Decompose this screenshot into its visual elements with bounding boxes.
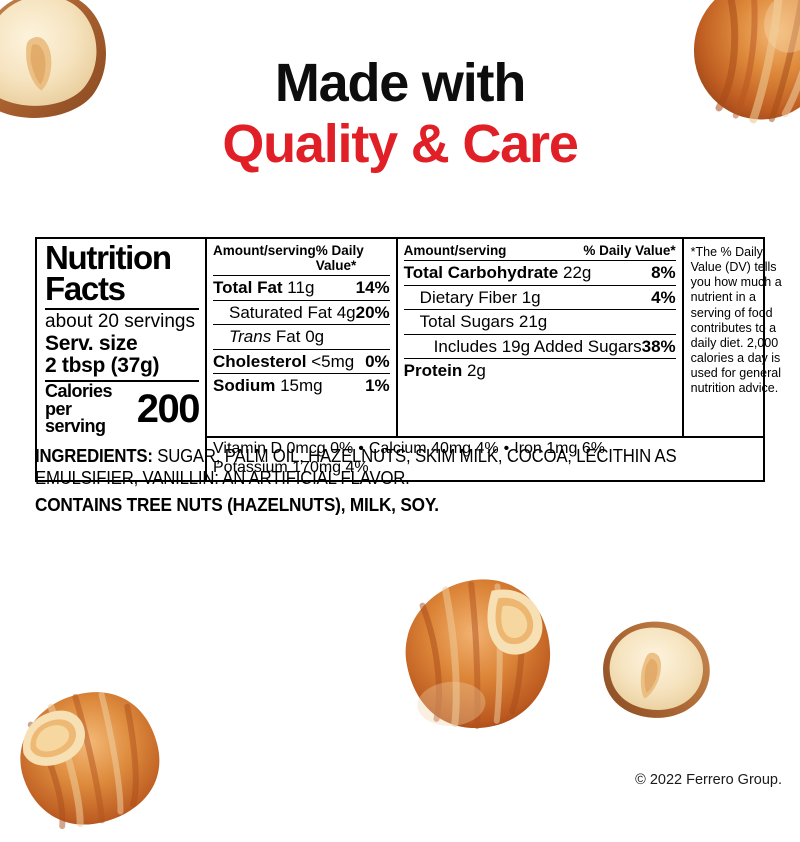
header-amount-per-serving: Amount/serving	[213, 243, 316, 258]
header-daily-value: % Daily Value*	[315, 243, 364, 273]
right-row: Protein 2g	[404, 359, 676, 383]
daily-value-footnote: *The % Daily Value (DV) tells you how mu…	[690, 245, 782, 396]
right-divider-2	[403, 309, 676, 311]
middle-divider-1	[213, 299, 390, 301]
middle-row: Sodium 15mg 1%	[213, 374, 390, 398]
vitamins-strip: Vitamin D 0mcg 0% • Calcium 40mg 4% • Iron 1…	[37, 436, 763, 481]
middle-daily-value: 0%	[365, 351, 390, 371]
right-column-headers: Amount/serving % Daily Value*	[404, 243, 676, 260]
nutrition-middle-column: Amount/serving % Daily Value* Total Fat …	[207, 239, 398, 437]
nutrition-title-line-1: Nutrition	[45, 239, 172, 276]
serving-size-label: Serv. size	[45, 331, 138, 355]
right-nutrient-name: Total Carbohydrate 22g	[403, 263, 592, 282]
calcium: Calcium 40mg 4%	[368, 440, 499, 458]
middle-nutrient-name: Saturated Fat 4g	[229, 302, 356, 322]
nutrition-title-line-2: Facts	[45, 269, 126, 307]
calories-row: Calories per serving 200	[45, 381, 201, 436]
right-daily-value: 38%	[641, 336, 676, 356]
middle-daily-value: 14%	[355, 278, 390, 297]
right-daily-value: 4%	[651, 287, 676, 307]
middle-divider-4	[213, 373, 390, 375]
nutrition-facts-panel: Nutrition Facts about 20 servings Serv. …	[35, 237, 782, 483]
middle-daily-value: 1%	[365, 376, 390, 396]
calories-label-line-1: Calories	[45, 381, 113, 402]
nutrition-facts-title: Nutrition Facts	[45, 239, 199, 308]
nutrition-upper-section: Nutrition Facts about 20 servings Serv. …	[37, 239, 782, 437]
bullet-separator-1: •	[358, 440, 364, 458]
header-daily-value-2: % Daily Value*	[583, 243, 676, 258]
hazelnut-whole-cracked-icon	[387, 566, 566, 739]
right-nutrient-name: Protein 2g	[403, 361, 486, 381]
right-nutrient-name: Includes 19g Added Sugars	[433, 336, 642, 356]
hazelnut-whole-cracked-icon	[0, 670, 177, 842]
ingredients-label: INGREDIENTS:	[35, 446, 153, 466]
headline-line-1: Made with	[274, 53, 526, 113]
ingredients-text: INGREDIENTS: SUGAR, PALM OIL, HAZELNUTS,…	[35, 446, 719, 490]
middle-nutrient-name: Sodium 15mg	[213, 376, 323, 396]
right-divider-1	[403, 284, 676, 286]
middle-row: Saturated Fat 4g 20%	[213, 301, 390, 325]
middle-nutrient-name: Cholesterol <5mg	[213, 351, 355, 371]
ingredients-body: SUGAR, PALM OIL, HAZELNUTS, SKIM MILK, C…	[35, 446, 677, 488]
vitamins-row-1: Vitamin D 0mcg 0% • Calcium 40mg 4% • Iron 1…	[213, 440, 757, 459]
iron: Iron 1mg 6%	[514, 440, 605, 458]
right-row: Total Sugars 21g	[404, 310, 676, 334]
nutrition-left-column: Nutrition Facts about 20 servings Serv. …	[37, 239, 207, 437]
right-daily-value: 8%	[651, 263, 676, 282]
right-nutrient-name: Total Sugars 21g	[419, 312, 548, 332]
middle-row: Trans Fat 0g	[213, 325, 390, 349]
middle-divider-2	[213, 324, 390, 326]
serving-size: Serv. size 2 tbsp (37g)	[45, 331, 199, 381]
header-amount-per-serving-2: Amount/serving	[403, 243, 507, 258]
ingredients-block: INGREDIENTS: SUGAR, PALM OIL, HAZELNUTS,…	[35, 446, 770, 516]
page-title: Made with Quality & Care	[0, 53, 800, 175]
bullet-separator-2: •	[503, 440, 510, 458]
middle-row: Cholesterol <5mg 0%	[213, 350, 390, 374]
vitamin-d: Vitamin D 0mcg 0%	[213, 440, 354, 458]
vitamins-minerals-list: Vitamin D 0mcg 0% • Calcium 40mg 4% • Iron 1…	[207, 436, 763, 480]
divider-under-title	[45, 308, 199, 311]
right-nutrient-name: Dietary Fiber 1g	[419, 287, 541, 307]
right-row: Includes 19g Added Sugars 38%	[404, 335, 676, 359]
right-nutrient-rows: Total Carbohydrate 22g 8% Dietary Fiber 1g…	[403, 260, 676, 383]
right-divider-3	[403, 333, 676, 335]
middle-column-headers: Amount/serving % Daily Value*	[213, 243, 390, 275]
serving-size-value: 2 tbsp (37g)	[45, 354, 160, 378]
middle-nutrient-name: Trans Fat 0g	[229, 327, 325, 347]
vitamins-left-spacer	[37, 436, 207, 481]
allergen-contains-statement: CONTAINS TREE NUTS (HAZELNUTS), MILK, SO…	[35, 493, 439, 515]
middle-nutrient-name: Total Fat 11g	[213, 278, 315, 297]
servings-per-container: about 20 servings	[45, 311, 195, 333]
middle-divider-3	[213, 348, 390, 350]
middle-nutrient-rows: Total Fat 11g 14% Saturated Fat 4g 20% Trans…	[213, 275, 390, 398]
calories-label-line-2: per serving	[45, 398, 106, 436]
divider-above-calories	[45, 380, 199, 383]
right-row: Total Carbohydrate 22g 8%	[404, 261, 676, 285]
calories-label: Calories per serving	[45, 381, 130, 436]
right-row: Dietary Fiber 1g 4%	[404, 286, 676, 310]
middle-row: Total Fat 11g 14%	[213, 276, 390, 300]
hazelnut-half-icon	[589, 603, 723, 733]
calories-value: 200	[136, 387, 201, 432]
headline-line-2: Quality & Care	[222, 114, 579, 175]
potassium: Potassium 170mg 4%	[213, 458, 369, 476]
right-divider-0	[403, 260, 676, 261]
middle-daily-value: 20%	[355, 302, 390, 322]
vitamins-row-2: Potassium 170mg 4%	[213, 459, 757, 478]
copyright-notice: © 2022 Ferrero Group.	[635, 772, 782, 788]
middle-divider-0	[213, 275, 390, 276]
right-divider-4	[403, 358, 676, 360]
nutrition-right-column: Amount/serving % Daily Value* Total Carb…	[398, 239, 684, 437]
